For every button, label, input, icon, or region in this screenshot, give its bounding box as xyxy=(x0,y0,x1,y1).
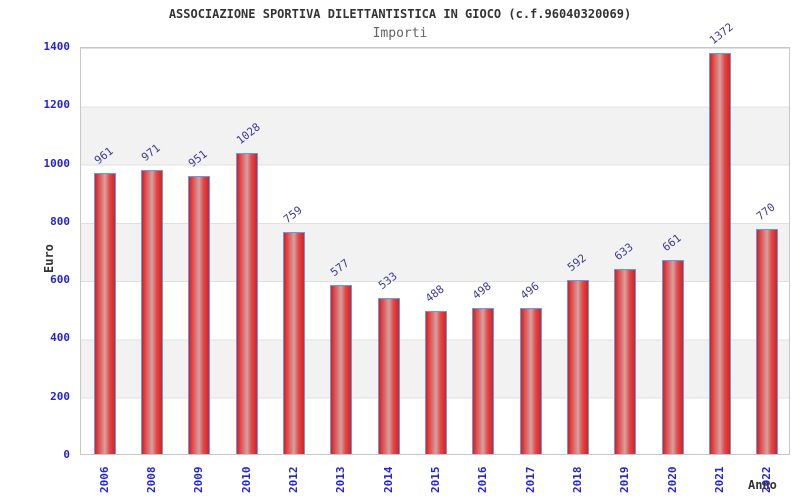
y-tick-label: 1400 xyxy=(43,40,71,53)
bar-value-label: 592 xyxy=(564,251,589,274)
x-tick-label: 2012 xyxy=(287,466,300,494)
y-axis-label: Euro xyxy=(42,244,56,273)
bar xyxy=(519,308,542,454)
y-tick-label: 1200 xyxy=(43,98,71,112)
bar-value-label: 633 xyxy=(612,240,636,263)
bar xyxy=(93,173,116,454)
plot-area: 961 971 951 1028 759 577 533 488 498 496 592 633 661… xyxy=(80,20,790,455)
x-tick-label: 2017 xyxy=(523,466,537,494)
chart-subtitle: Importi xyxy=(372,26,428,41)
y-tick-label: 0 xyxy=(63,448,70,461)
x-tick-label: 2016 xyxy=(476,466,490,494)
bar-value-label: 759 xyxy=(280,203,305,226)
bar xyxy=(661,260,684,454)
bar-value-label: 971 xyxy=(138,141,163,164)
bar-value-label: 1028 xyxy=(233,120,263,147)
bar xyxy=(188,176,211,454)
bar xyxy=(425,311,447,454)
bar xyxy=(283,232,305,454)
bar xyxy=(141,170,163,454)
bar-value-label: 488 xyxy=(422,282,447,305)
x-tick-label: 2006 xyxy=(97,466,111,494)
bar xyxy=(377,298,400,454)
x-tick-label: 2019 xyxy=(618,466,632,494)
bar xyxy=(614,269,637,454)
bar-value-label: 661 xyxy=(659,231,684,254)
y-tick-label: 1000 xyxy=(43,156,71,170)
bar-value-label: 498 xyxy=(470,279,494,302)
bar-value-label: 951 xyxy=(186,147,210,170)
bar xyxy=(472,308,495,454)
bar-value-label: 533 xyxy=(375,269,400,292)
x-tick-label: 2014 xyxy=(381,466,395,494)
x-tick-label: 2021 xyxy=(713,466,726,494)
x-tick-label: 2013 xyxy=(334,466,348,494)
chart-title: ASSOCIAZIONE SPORTIVA DILETTANTISTICA IN… xyxy=(168,7,632,21)
bar xyxy=(235,153,258,454)
y-tick-label: 800 xyxy=(50,214,70,228)
x-tick-label: 2015 xyxy=(429,466,442,494)
bar-value-label: 961 xyxy=(91,144,116,167)
bar xyxy=(756,229,779,454)
bar-value-label: 1372 xyxy=(706,20,736,47)
x-tick-label: 2010 xyxy=(239,466,253,494)
x-tick-label: 2008 xyxy=(145,466,158,494)
x-axis-label: Anno xyxy=(748,478,777,492)
x-tick-label: 2018 xyxy=(571,466,584,494)
y-axis-ticks: 0 200 400 600 800 1000 1200 1400 xyxy=(0,40,75,461)
bar-value-label: 770 xyxy=(754,200,778,223)
bar xyxy=(330,285,353,454)
y-tick-label: 400 xyxy=(50,331,70,345)
bar xyxy=(709,53,731,454)
x-tick-label: 2020 xyxy=(665,466,679,494)
x-tick-label: 2009 xyxy=(192,466,206,494)
bar-value-label: 577 xyxy=(328,256,352,279)
bar-value-label: 496 xyxy=(517,279,542,302)
y-tick-label: 200 xyxy=(50,389,70,403)
bar xyxy=(567,280,589,454)
y-tick-label: 600 xyxy=(50,273,70,287)
